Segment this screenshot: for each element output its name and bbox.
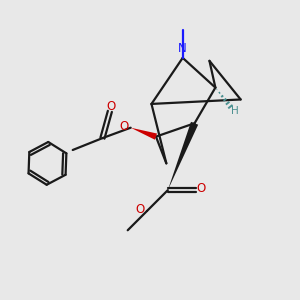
Polygon shape	[168, 122, 198, 190]
Polygon shape	[131, 128, 157, 140]
Text: O: O	[197, 182, 206, 195]
Text: O: O	[119, 120, 129, 133]
Text: H: H	[231, 106, 239, 116]
Text: N: N	[178, 43, 187, 56]
Text: O: O	[107, 100, 116, 112]
Text: O: O	[136, 203, 145, 216]
